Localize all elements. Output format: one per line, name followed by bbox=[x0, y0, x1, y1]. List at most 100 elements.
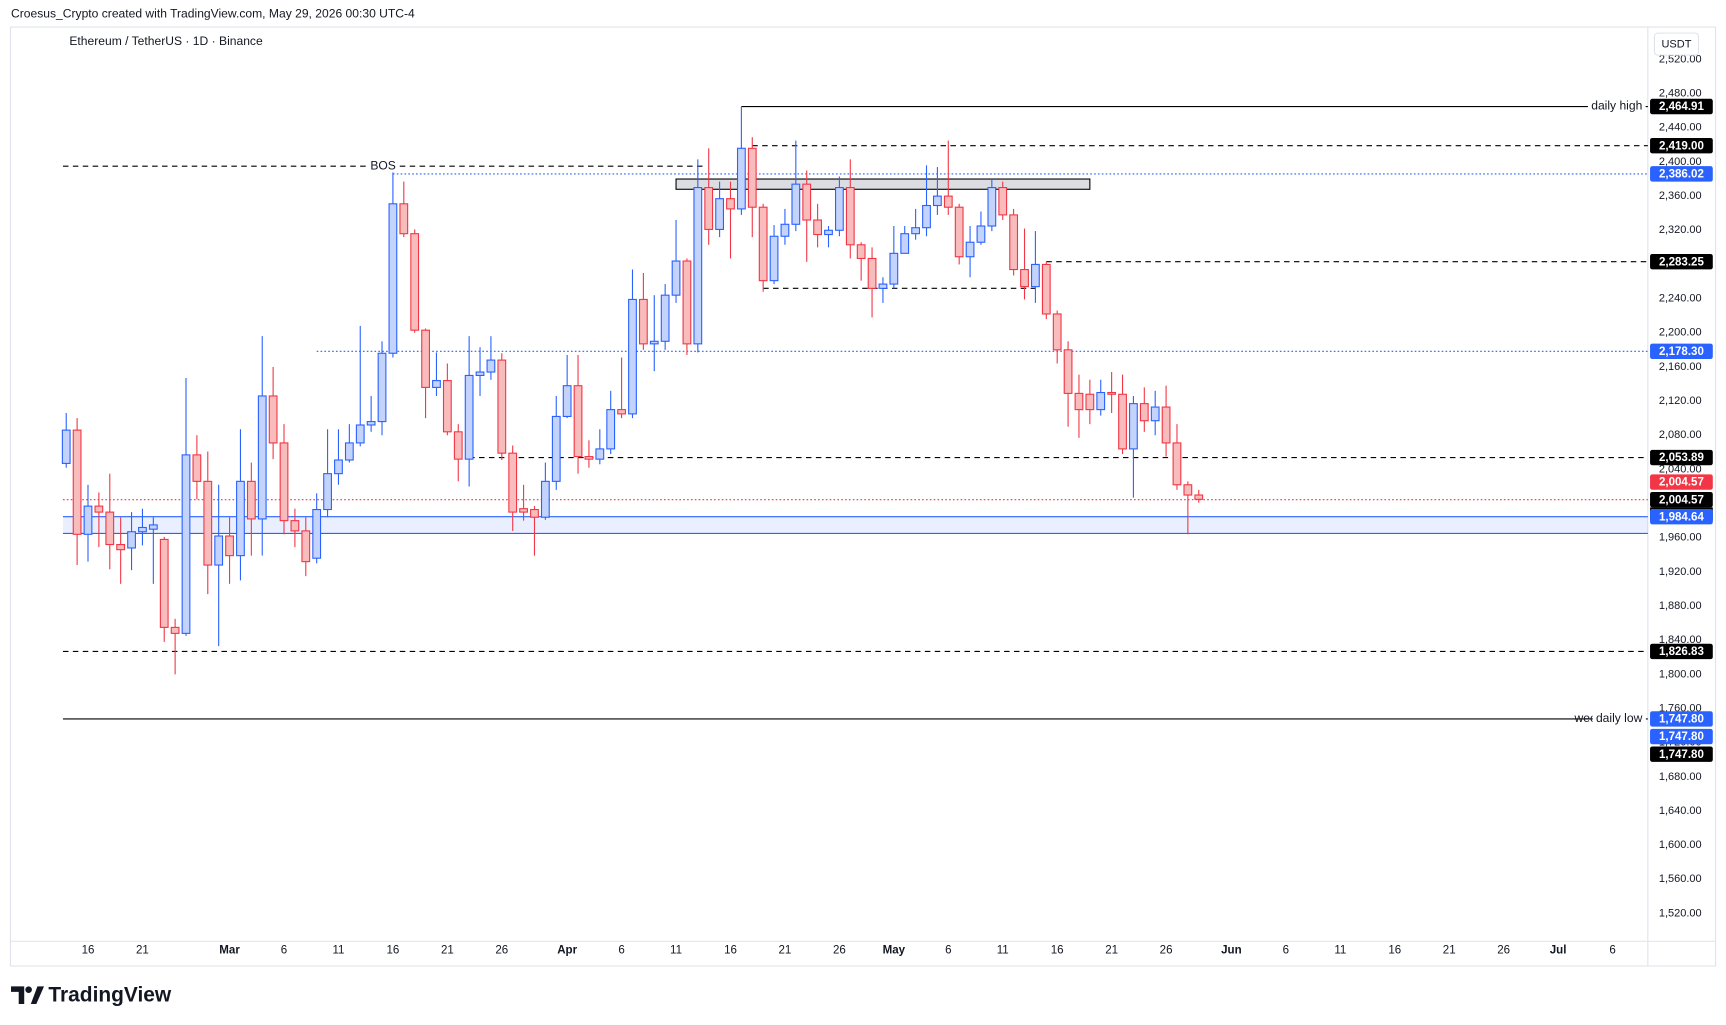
candle-body bbox=[987, 187, 997, 227]
x-tick-label: 11 bbox=[332, 945, 344, 957]
line-label: daily low bbox=[1596, 711, 1643, 725]
chart-frame bbox=[9, 26, 1717, 967]
candle-body bbox=[769, 235, 779, 282]
candle-body bbox=[562, 385, 572, 418]
candle-body bbox=[268, 395, 278, 444]
price-tag-label: 2,053.89 bbox=[1659, 452, 1704, 464]
candle-body bbox=[530, 508, 539, 518]
candle-body bbox=[845, 187, 855, 246]
price-tag-label: 2,178.30 bbox=[1659, 346, 1704, 358]
candle-body bbox=[998, 187, 1008, 216]
y-tick-label: 1,680.00 bbox=[1659, 771, 1702, 783]
candle-body bbox=[791, 183, 801, 225]
y-tick-label: 2,360.00 bbox=[1659, 190, 1702, 202]
candle-body bbox=[704, 187, 714, 230]
candle-body bbox=[355, 424, 365, 444]
x-tick-label: Mar bbox=[219, 945, 240, 957]
candle-body bbox=[366, 421, 376, 426]
x-tick-label: 21 bbox=[136, 945, 149, 957]
candle-body bbox=[922, 204, 931, 229]
candle-body bbox=[257, 395, 267, 520]
price-tag-label: 1,747.80 bbox=[1659, 749, 1704, 761]
candle-body bbox=[181, 454, 191, 634]
x-tick-label: 16 bbox=[1051, 945, 1064, 957]
candle-body bbox=[780, 223, 790, 237]
x-tick-label: 11 bbox=[1334, 945, 1346, 957]
x-tick-label: 6 bbox=[281, 945, 287, 957]
candle-body bbox=[834, 187, 844, 231]
candle-body bbox=[1052, 313, 1062, 351]
candle-body bbox=[671, 260, 681, 296]
candle-body bbox=[976, 225, 986, 243]
candle-body bbox=[1020, 269, 1029, 288]
x-tick-label: 6 bbox=[945, 945, 951, 957]
price-tag bbox=[1650, 491, 1713, 508]
candle-body bbox=[682, 260, 692, 345]
y-tick-label: 2,120.00 bbox=[1659, 395, 1702, 407]
candle-body bbox=[867, 257, 877, 289]
candle-body bbox=[1194, 494, 1204, 500]
candle-body bbox=[1183, 484, 1193, 496]
candle-body bbox=[1172, 442, 1182, 486]
candle-body bbox=[486, 359, 496, 373]
candle-body bbox=[377, 352, 387, 423]
candle-body bbox=[1009, 214, 1019, 271]
candle-body bbox=[159, 538, 169, 628]
symbol-title: Ethereum / TetherUS · 1D · Binance bbox=[69, 34, 263, 48]
candle-body bbox=[334, 459, 343, 475]
price-scale: 1,520.00 1,560.00 1,600.00 1,640.00 1,680.00… bbox=[1650, 53, 1713, 919]
logo-shape bbox=[30, 986, 45, 1004]
candle-body bbox=[72, 429, 82, 535]
currency-box[interactable] bbox=[1653, 32, 1700, 56]
logo-dot bbox=[25, 986, 32, 993]
x-tick-label: 26 bbox=[833, 945, 846, 957]
candle-body bbox=[638, 298, 648, 345]
x-tick-label: 16 bbox=[386, 945, 399, 957]
candle-body bbox=[442, 380, 452, 433]
candle-body bbox=[573, 385, 583, 458]
candle-body bbox=[715, 198, 725, 230]
x-tick-label: 6 bbox=[1609, 945, 1615, 957]
x-tick-label: 21 bbox=[1105, 945, 1118, 957]
candle-body bbox=[1096, 391, 1106, 411]
candle-body bbox=[1129, 403, 1138, 450]
candle-body bbox=[595, 448, 605, 460]
footer-logo: TradingView bbox=[48, 983, 172, 1006]
price-tag bbox=[1650, 449, 1713, 466]
candle-body bbox=[116, 544, 126, 551]
price-tag bbox=[1650, 728, 1713, 745]
x-tick-label: 21 bbox=[441, 945, 454, 957]
candle-body bbox=[747, 147, 757, 208]
candle-body bbox=[606, 409, 616, 450]
candle-body bbox=[148, 524, 158, 530]
candle-body bbox=[344, 442, 354, 461]
candle-body bbox=[312, 508, 322, 559]
price-tag-label: 2,283.25 bbox=[1659, 256, 1705, 268]
x-tick-label: Jul bbox=[1550, 945, 1567, 957]
price-tag bbox=[1650, 138, 1713, 154]
x-tick-label: 6 bbox=[618, 945, 624, 957]
candle-body bbox=[954, 206, 964, 258]
x-tick-label: 26 bbox=[1160, 945, 1173, 957]
candle-body bbox=[900, 233, 910, 254]
price-tag bbox=[1650, 343, 1713, 359]
candle-body bbox=[61, 429, 71, 464]
candle-body bbox=[236, 480, 245, 557]
y-tick-label: 2,480.00 bbox=[1659, 88, 1702, 100]
price-tag bbox=[1650, 98, 1713, 115]
y-tick-label: 2,080.00 bbox=[1659, 429, 1702, 441]
candle-body bbox=[1074, 392, 1084, 411]
price-tag bbox=[1650, 746, 1713, 762]
x-tick-label: 21 bbox=[779, 945, 792, 957]
price-tag bbox=[1650, 643, 1713, 660]
y-tick-label: 2,200.00 bbox=[1659, 327, 1702, 339]
x-tick-label: 6 bbox=[1283, 945, 1289, 957]
candle-body bbox=[1161, 406, 1171, 444]
candle-body bbox=[1041, 263, 1051, 315]
line-label: BOS bbox=[370, 158, 396, 172]
candle-body bbox=[540, 480, 550, 518]
candle-body bbox=[1063, 349, 1073, 394]
price-tag bbox=[1650, 166, 1713, 182]
